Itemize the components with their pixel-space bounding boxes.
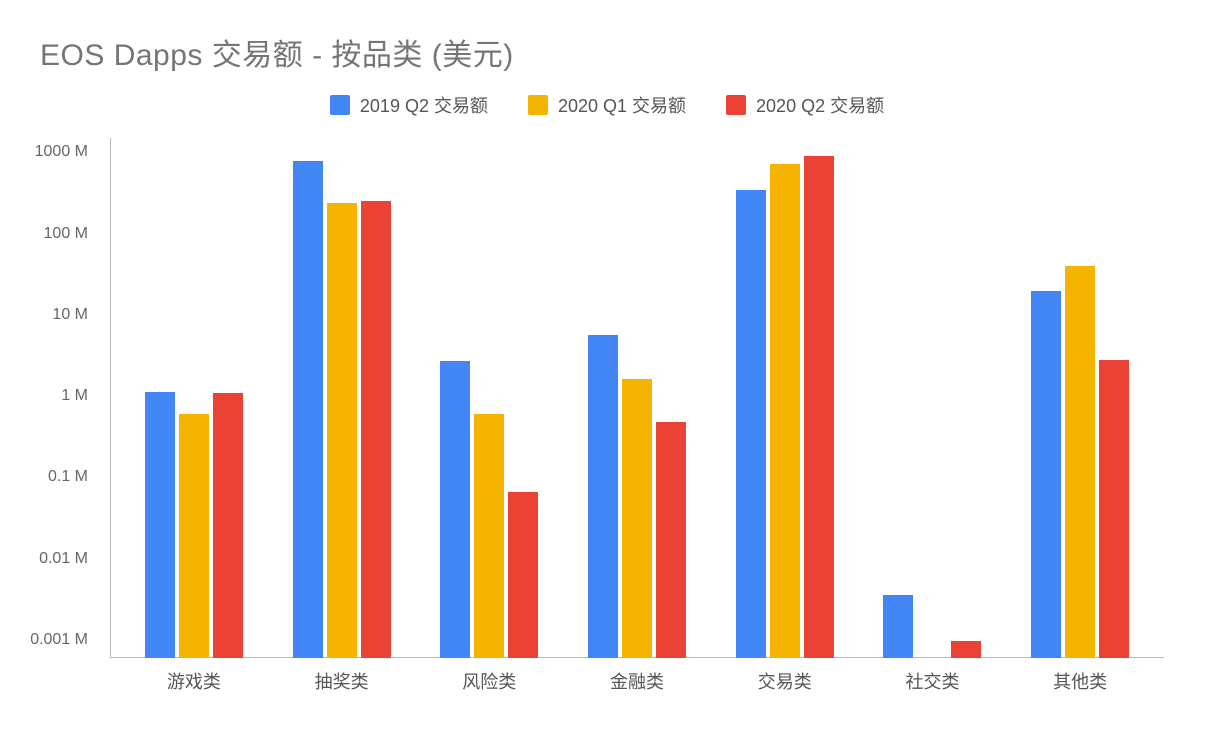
bar <box>883 595 913 658</box>
bar <box>656 422 686 658</box>
bar <box>804 156 834 658</box>
chart-container: EOS Dapps 交易额 - 按品类 (美元) 2019 Q2 交易额 202… <box>0 0 1214 750</box>
legend-label: 2020 Q1 交易额 <box>558 92 686 118</box>
category-group <box>415 138 563 658</box>
bar <box>1065 266 1095 658</box>
category-group <box>268 138 416 658</box>
bar <box>145 392 175 658</box>
x-tick-label: 社交类 <box>859 658 1007 698</box>
x-tick-label: 交易类 <box>711 658 859 698</box>
x-tick-label: 其他类 <box>1006 658 1154 698</box>
bar <box>951 641 981 658</box>
bar <box>622 379 652 658</box>
bar <box>440 361 470 658</box>
bar <box>588 335 618 658</box>
legend: 2019 Q2 交易额 2020 Q1 交易额 2020 Q2 交易额 <box>40 92 1174 118</box>
y-tick-label: 0.1 M <box>48 468 88 486</box>
category-group <box>563 138 711 658</box>
legend-item-2020q2: 2020 Q2 交易额 <box>726 92 884 118</box>
bar <box>508 492 538 658</box>
chart-title: EOS Dapps 交易额 - 按品类 (美元) <box>40 30 1174 74</box>
category-group <box>1006 138 1154 658</box>
plot-area: 0.001 M0.01 M0.1 M1 M10 M100 M1000 M 游戏类… <box>110 138 1164 698</box>
bar <box>474 414 504 658</box>
category-group <box>859 138 1007 658</box>
bar <box>770 164 800 658</box>
x-tick-label: 风险类 <box>415 658 563 698</box>
bar <box>179 414 209 658</box>
category-group <box>711 138 859 658</box>
bar <box>736 190 766 658</box>
bar <box>1099 360 1129 658</box>
legend-item-2019q2: 2019 Q2 交易额 <box>330 92 488 118</box>
bar <box>327 203 357 658</box>
x-tick-label: 抽奖类 <box>268 658 416 698</box>
legend-swatch <box>528 95 548 115</box>
bar <box>213 393 243 658</box>
legend-label: 2019 Q2 交易额 <box>360 92 488 118</box>
category-group <box>120 138 268 658</box>
legend-item-2020q1: 2020 Q1 交易额 <box>528 92 686 118</box>
y-tick-label: 10 M <box>52 306 88 324</box>
y-tick-label: 0.01 M <box>39 550 88 568</box>
y-tick-label: 100 M <box>44 225 88 243</box>
y-tick-label: 0.001 M <box>30 631 88 649</box>
y-tick-label: 1 M <box>61 387 88 405</box>
bar <box>1031 291 1061 658</box>
bars-area <box>110 138 1164 658</box>
x-tick-label: 游戏类 <box>120 658 268 698</box>
legend-swatch <box>330 95 350 115</box>
legend-label: 2020 Q2 交易额 <box>756 92 884 118</box>
x-tick-label: 金融类 <box>563 658 711 698</box>
legend-swatch <box>726 95 746 115</box>
x-axis: 游戏类抽奖类风险类金融类交易类社交类其他类 <box>110 658 1164 698</box>
bar <box>293 161 323 658</box>
bar <box>361 201 391 658</box>
y-tick-label: 1000 M <box>35 143 88 161</box>
